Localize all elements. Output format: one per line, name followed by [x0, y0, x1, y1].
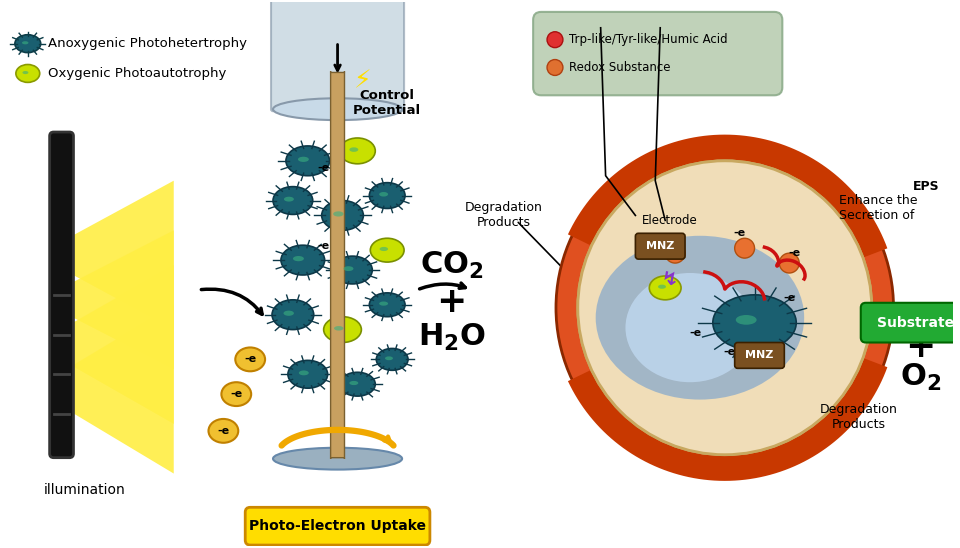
Ellipse shape	[376, 349, 408, 370]
Text: Degradation
Products: Degradation Products	[820, 403, 898, 431]
Ellipse shape	[596, 236, 804, 399]
Text: Trp-like/Tyr-like/Humic Acid: Trp-like/Tyr-like/Humic Acid	[569, 33, 728, 46]
Text: illumination: illumination	[43, 483, 125, 498]
Ellipse shape	[16, 65, 39, 82]
Ellipse shape	[235, 347, 265, 372]
Text: -e: -e	[318, 241, 329, 250]
FancyBboxPatch shape	[636, 233, 685, 259]
Text: -e: -e	[733, 229, 746, 238]
Ellipse shape	[283, 311, 294, 316]
Text: -e: -e	[783, 293, 795, 303]
FancyBboxPatch shape	[861, 303, 960, 342]
Ellipse shape	[222, 382, 252, 406]
Text: Electrode: Electrode	[642, 214, 698, 227]
Ellipse shape	[272, 300, 314, 329]
Ellipse shape	[370, 182, 405, 208]
Text: EPS: EPS	[912, 180, 939, 193]
Ellipse shape	[273, 448, 402, 470]
Ellipse shape	[273, 98, 402, 120]
Polygon shape	[69, 181, 174, 329]
Circle shape	[578, 161, 872, 455]
Ellipse shape	[385, 356, 393, 360]
Polygon shape	[69, 265, 174, 424]
Ellipse shape	[371, 238, 404, 262]
Ellipse shape	[284, 197, 294, 202]
Text: -e: -e	[689, 328, 701, 338]
Ellipse shape	[22, 41, 29, 44]
FancyBboxPatch shape	[50, 132, 74, 458]
Ellipse shape	[208, 419, 238, 443]
Text: -e: -e	[788, 248, 801, 258]
Ellipse shape	[273, 187, 313, 214]
Text: Oxygenic Photoautotrophy: Oxygenic Photoautotrophy	[48, 67, 226, 80]
Ellipse shape	[713, 295, 796, 351]
Text: Redox Substance: Redox Substance	[569, 61, 670, 74]
Ellipse shape	[333, 212, 344, 216]
Ellipse shape	[293, 256, 304, 261]
Text: ⚡: ⚡	[353, 70, 372, 93]
FancyBboxPatch shape	[734, 342, 784, 368]
Text: $\mathbf{H_2O}$: $\mathbf{H_2O}$	[418, 322, 486, 353]
Ellipse shape	[349, 147, 358, 152]
Ellipse shape	[281, 245, 324, 275]
Ellipse shape	[286, 146, 329, 176]
Circle shape	[780, 253, 800, 273]
Ellipse shape	[298, 157, 309, 162]
Ellipse shape	[370, 293, 405, 317]
Ellipse shape	[349, 381, 358, 385]
Circle shape	[578, 161, 872, 455]
Circle shape	[547, 60, 563, 76]
Ellipse shape	[658, 284, 666, 289]
Text: ↯: ↯	[662, 271, 679, 289]
Text: -e: -e	[318, 163, 329, 173]
Text: +: +	[437, 285, 467, 319]
Ellipse shape	[15, 35, 40, 53]
Ellipse shape	[322, 201, 364, 230]
Text: -e: -e	[217, 426, 229, 436]
Text: Substrate: Substrate	[876, 316, 954, 330]
Ellipse shape	[22, 71, 29, 74]
Ellipse shape	[340, 138, 375, 164]
Ellipse shape	[379, 247, 388, 251]
Ellipse shape	[288, 361, 327, 388]
Text: MNZ: MNZ	[646, 241, 675, 251]
Text: $\mathbf{O_2}$: $\mathbf{O_2}$	[900, 362, 941, 393]
Ellipse shape	[332, 256, 372, 284]
Text: Photo-Electron Uptake: Photo-Electron Uptake	[249, 519, 426, 533]
FancyBboxPatch shape	[271, 0, 404, 111]
Ellipse shape	[626, 273, 755, 382]
Text: -e: -e	[230, 389, 242, 399]
FancyBboxPatch shape	[330, 71, 345, 459]
Polygon shape	[69, 230, 174, 369]
Text: Anoxygenic Photohetertrophy: Anoxygenic Photohetertrophy	[48, 37, 247, 50]
Text: -e: -e	[244, 355, 256, 364]
FancyBboxPatch shape	[245, 507, 430, 545]
Text: Enhance the
Secretion of: Enhance the Secretion of	[839, 193, 919, 221]
Text: $\mathbf{CO_2}$: $\mathbf{CO_2}$	[420, 249, 484, 281]
Text: MNZ: MNZ	[745, 350, 774, 361]
Text: Control
Potential: Control Potential	[353, 89, 421, 117]
Text: +: +	[905, 330, 936, 364]
Polygon shape	[69, 305, 174, 473]
Ellipse shape	[324, 317, 361, 342]
Text: -e: -e	[724, 347, 735, 357]
Circle shape	[734, 238, 755, 258]
Circle shape	[665, 243, 685, 263]
Ellipse shape	[334, 326, 344, 330]
Ellipse shape	[299, 370, 309, 375]
FancyBboxPatch shape	[533, 12, 782, 95]
Ellipse shape	[340, 372, 375, 396]
Ellipse shape	[379, 301, 388, 306]
Ellipse shape	[379, 192, 388, 197]
Ellipse shape	[649, 276, 681, 300]
Ellipse shape	[344, 266, 353, 271]
Circle shape	[556, 139, 894, 477]
Ellipse shape	[735, 315, 756, 325]
Circle shape	[547, 32, 563, 48]
Text: Degradation
Products: Degradation Products	[465, 202, 542, 230]
